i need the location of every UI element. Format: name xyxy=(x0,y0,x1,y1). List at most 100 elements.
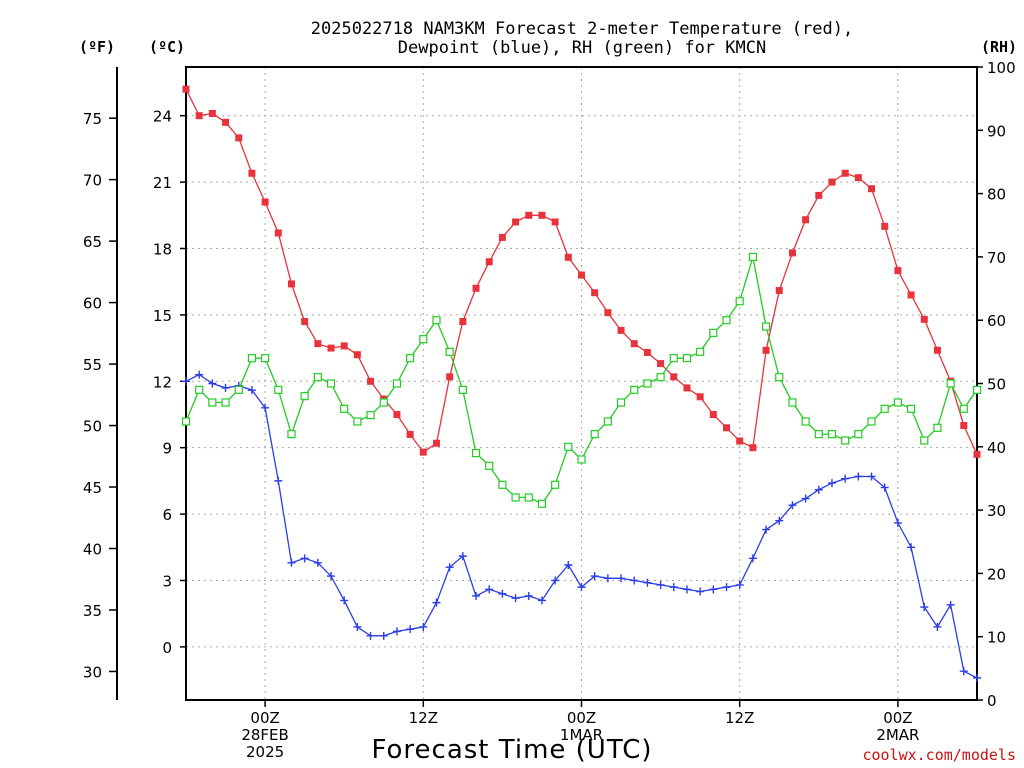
temperature-point xyxy=(881,222,889,230)
rh-point xyxy=(920,436,929,445)
dewpoint-point xyxy=(340,596,349,605)
dewpoint-point xyxy=(920,603,929,612)
rh-point xyxy=(406,354,415,363)
dewpoint-point xyxy=(511,594,520,603)
temperature-point xyxy=(182,85,190,93)
rh-tick-label: 0 xyxy=(987,692,997,710)
fahrenheit-tick-label: 50 xyxy=(83,418,102,436)
dewpoint-point xyxy=(814,485,823,494)
celsius-tick-label: 12 xyxy=(153,373,172,391)
rh-point xyxy=(946,379,955,388)
series-plot-area xyxy=(181,85,982,682)
dewpoint-point xyxy=(827,479,836,488)
temperature-point xyxy=(643,349,651,357)
rh-point xyxy=(379,398,388,407)
temperature-point xyxy=(327,344,335,352)
rh-point xyxy=(722,316,731,325)
time-tick-label: 12Z xyxy=(409,709,438,727)
dewpoint-point xyxy=(274,476,283,485)
chart-title-line-1: 2025022718 NAM3KM Forecast 2-meter Tempe… xyxy=(311,19,853,39)
temperature-point xyxy=(802,216,810,224)
dewpoint-point xyxy=(630,576,639,585)
rh-point xyxy=(287,430,296,439)
rh-point xyxy=(181,417,191,426)
dewpoint-point xyxy=(247,386,256,395)
fahrenheit-tick-label: 60 xyxy=(83,295,102,313)
rh-axis: 0 10 20 30 40 50 60 70 80 90 100 xyxy=(977,59,1016,710)
temperature-point xyxy=(683,384,691,392)
rh-point xyxy=(471,449,481,458)
celsius-unit-label: (ºC) xyxy=(149,38,185,56)
dewpoint-point xyxy=(643,578,652,587)
rh-point xyxy=(616,398,626,407)
fahrenheit-tick-label: 70 xyxy=(83,172,102,190)
dewpoint-point xyxy=(762,525,771,534)
rh-point xyxy=(590,430,599,439)
dewpoint-point xyxy=(379,631,388,640)
temperature-point xyxy=(920,315,928,323)
rh-tick-label: 40 xyxy=(987,439,1006,457)
dewpoint-point xyxy=(590,572,599,581)
temperature-point xyxy=(314,340,322,348)
dewpoint-point xyxy=(788,501,797,510)
rh-point xyxy=(247,354,257,363)
rh-point xyxy=(906,404,916,413)
temperature-point xyxy=(512,218,520,226)
dewpoint-point xyxy=(973,673,981,682)
rh-point xyxy=(392,379,402,388)
time-tick-label: 00Z xyxy=(567,709,596,727)
rh-point xyxy=(643,379,652,388)
rh-point xyxy=(195,385,204,394)
dewpoint-point xyxy=(656,580,665,589)
rh-point xyxy=(432,316,441,325)
dewpoint-point xyxy=(959,667,968,676)
dewpoint-point xyxy=(775,516,784,525)
fahrenheit-axis: 30 35 40 45 50 55 60 65 70 75 xyxy=(83,110,117,681)
rh-point xyxy=(761,322,771,331)
celsius-tick-label: 18 xyxy=(153,240,172,258)
temperature-point xyxy=(222,118,230,126)
temperature-point xyxy=(393,410,401,418)
rh-point xyxy=(485,461,494,470)
temperature-point xyxy=(775,287,783,295)
credit-label: coolwx.com/models xyxy=(862,746,1016,764)
fahrenheit-tick-label: 40 xyxy=(83,541,102,559)
rh-tick-label: 10 xyxy=(987,629,1006,647)
rh-point xyxy=(603,417,612,426)
dewpoint-point xyxy=(195,370,204,379)
rh-point xyxy=(854,430,863,439)
dewpoint-point xyxy=(366,631,375,640)
temperature-point xyxy=(564,253,572,261)
temperature-point xyxy=(446,373,454,381)
rh-point xyxy=(630,385,639,394)
temperature-point xyxy=(248,169,256,177)
temperature-point xyxy=(485,258,493,266)
rh-point xyxy=(445,347,454,356)
rh-point xyxy=(696,347,705,356)
temperature-point xyxy=(907,291,915,299)
dewpoint-point xyxy=(392,627,401,636)
fahrenheit-tick-label: 30 xyxy=(83,663,102,681)
temperature-point xyxy=(854,174,862,182)
temperature-point xyxy=(591,289,599,297)
dewpoint-point xyxy=(419,622,428,631)
rh-point xyxy=(524,493,533,502)
temperature-point xyxy=(367,377,375,385)
time-tick-label: 00Z xyxy=(250,709,279,727)
temperature-point xyxy=(525,211,533,219)
fahrenheit-tick-label: 35 xyxy=(83,602,102,620)
rh-tick-label: 30 xyxy=(987,502,1006,520)
rh-point xyxy=(880,404,889,413)
rh-unit-label: (RH) xyxy=(981,38,1017,56)
time-tick-label: 12Z xyxy=(725,709,754,727)
time-tick-label: 00Z xyxy=(883,709,912,727)
dewpoint-point xyxy=(524,591,533,600)
temperature-point xyxy=(261,198,269,206)
dewpoint-point xyxy=(696,587,705,596)
dewpoint-point xyxy=(313,558,322,567)
temperature-point xyxy=(788,249,796,257)
dewpoint-point xyxy=(406,625,415,634)
temperature-point xyxy=(498,233,506,241)
dewpoint-point xyxy=(261,403,270,412)
